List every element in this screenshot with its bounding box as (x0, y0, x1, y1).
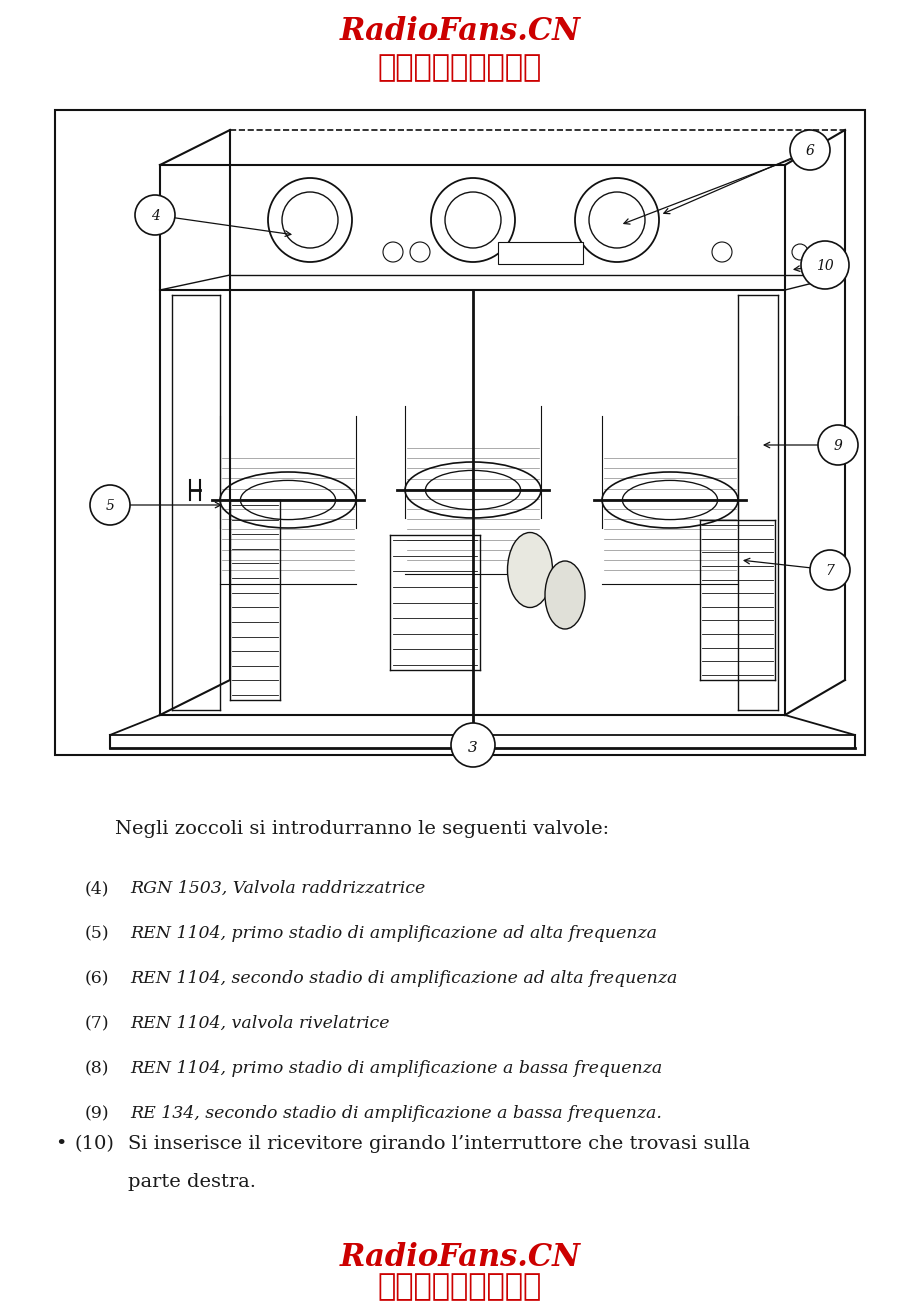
Text: parte destra.: parte destra. (128, 1173, 255, 1191)
Text: RadioFans.CN: RadioFans.CN (339, 1242, 580, 1273)
Text: REN 1104, primo stadio di amplificazione a bassa frequenza: REN 1104, primo stadio di amplificazione… (130, 1060, 662, 1077)
Text: (8): (8) (85, 1060, 109, 1077)
Text: •: • (55, 1135, 66, 1154)
Text: REN 1104, primo stadio di amplificazione ad alta frequenza: REN 1104, primo stadio di amplificazione… (130, 924, 656, 943)
Circle shape (450, 723, 494, 767)
Text: RGN 1503, Valvola raddrizzatrice: RGN 1503, Valvola raddrizzatrice (130, 880, 425, 897)
Ellipse shape (507, 533, 552, 608)
Circle shape (817, 424, 857, 465)
Bar (55, 109, 864, 755)
Text: (6): (6) (85, 970, 109, 987)
Circle shape (789, 130, 829, 171)
Text: 收音机爱好者资料库: 收音机爱好者资料库 (378, 1272, 541, 1302)
Text: 3: 3 (468, 741, 477, 755)
Circle shape (800, 241, 848, 289)
Ellipse shape (544, 561, 584, 629)
Text: 10: 10 (815, 259, 833, 273)
Text: 6: 6 (805, 145, 813, 158)
Text: (9): (9) (85, 1105, 109, 1122)
Text: REN 1104, valvola rivelatrice: REN 1104, valvola rivelatrice (130, 1016, 389, 1032)
Text: (5): (5) (85, 924, 109, 943)
Text: RadioFans.CN: RadioFans.CN (339, 17, 580, 47)
Text: 5: 5 (106, 499, 114, 513)
Text: RE 134, secondo stadio di amplificazione a bassa frequenza.: RE 134, secondo stadio di amplificazione… (130, 1105, 661, 1122)
Text: REN 1104, secondo stadio di amplificazione ad alta frequenza: REN 1104, secondo stadio di amplificazio… (130, 970, 676, 987)
Text: 7: 7 (824, 564, 834, 578)
Text: 收音机爱好者资料库: 收音机爱好者资料库 (378, 53, 541, 82)
Text: (10): (10) (75, 1135, 115, 1154)
Text: 9: 9 (833, 439, 842, 453)
Text: 4: 4 (151, 210, 159, 223)
Bar (497, 242, 583, 264)
Circle shape (135, 195, 175, 234)
Text: Negli zoccoli si introdurranno le seguenti valvole:: Negli zoccoli si introdurranno le seguen… (115, 820, 608, 838)
Text: (7): (7) (85, 1016, 109, 1032)
Text: Si inserisce il ricevitore girando l’interruttore che trovasi sulla: Si inserisce il ricevitore girando l’int… (128, 1135, 749, 1154)
Text: (4): (4) (85, 880, 109, 897)
Circle shape (90, 486, 130, 525)
Circle shape (809, 549, 849, 590)
